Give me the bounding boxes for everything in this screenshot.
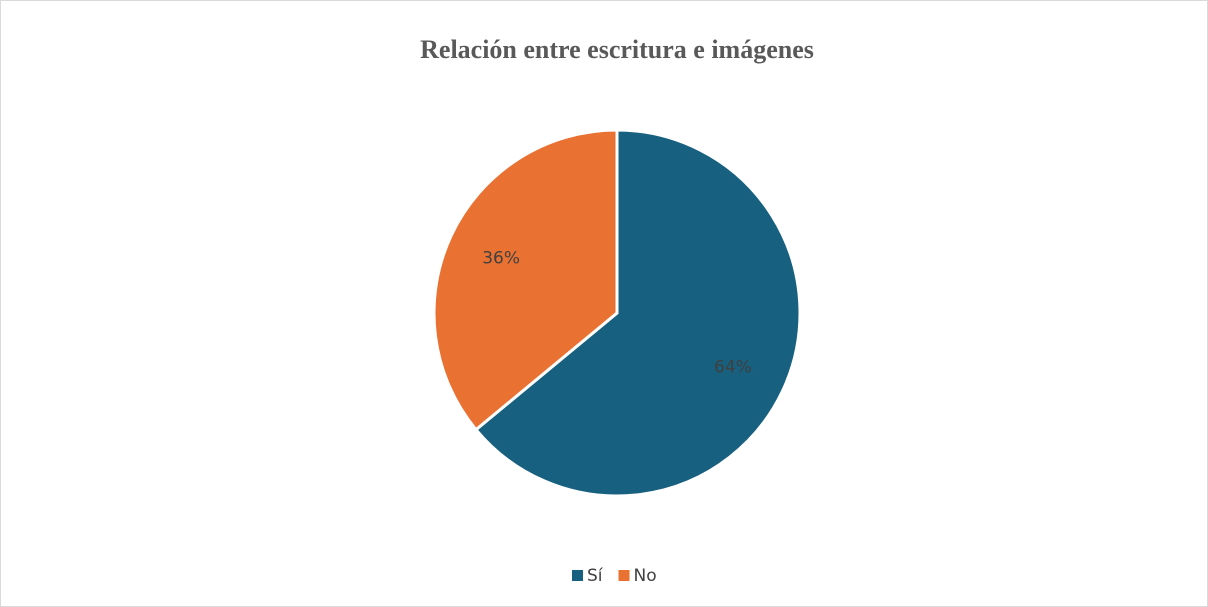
legend-swatch xyxy=(618,570,630,581)
legend-label: No xyxy=(634,566,657,586)
legend-label: Sí xyxy=(587,566,604,586)
pie-slice xyxy=(473,128,802,498)
pie-slice xyxy=(432,128,619,432)
chart-title: Relación entre escritura e imágenes xyxy=(420,35,814,64)
data-label: 36% xyxy=(482,248,520,268)
data-label: 64% xyxy=(714,358,752,378)
legend-swatch xyxy=(572,570,583,581)
